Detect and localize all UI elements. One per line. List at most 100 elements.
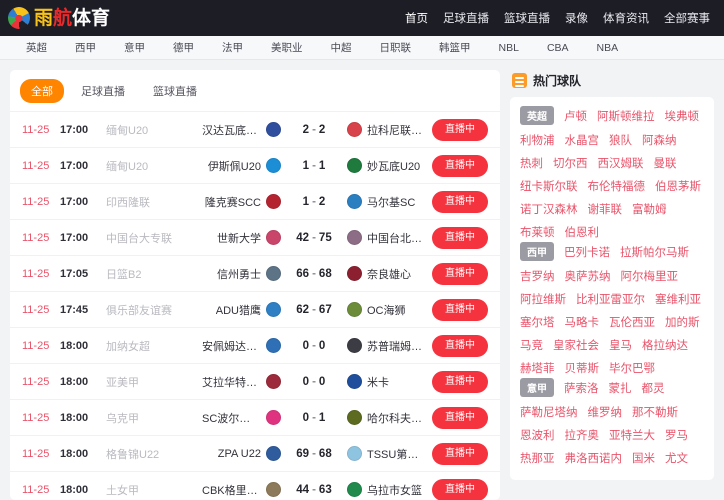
team-link[interactable]: 狼队: [609, 135, 632, 147]
team-link[interactable]: 布伦特福德: [587, 181, 646, 193]
watch-live-button[interactable]: 直播中: [432, 478, 488, 500]
match-row[interactable]: 11-25 17:05 日篮B2 信州勇士 66-68 奈良雄心 直播中: [10, 255, 500, 291]
team-link[interactable]: 布莱顿: [520, 227, 555, 239]
match-teams: 世新大学 42-75 中国台北艺术...: [202, 230, 426, 246]
watch-live-button[interactable]: 直播中: [432, 226, 488, 249]
team-link[interactable]: 蒙扎: [608, 382, 632, 395]
team-link[interactable]: 瓦伦西亚: [609, 317, 655, 329]
team-link[interactable]: 拉斯帕尔马斯: [620, 246, 689, 259]
league-nav-item-1[interactable]: 西甲: [75, 42, 96, 54]
team-link[interactable]: 格拉纳达: [642, 340, 688, 352]
team-link[interactable]: 恩波利: [520, 430, 555, 442]
team-link[interactable]: 加的斯: [665, 317, 700, 329]
match-row[interactable]: 11-25 17:00 缅甸U20 伊斯佩U20 1-1 妙瓦底U20 直播中: [10, 147, 500, 183]
league-nav-item-9[interactable]: NBL: [498, 41, 519, 54]
league-nav-item-5[interactable]: 美职业: [271, 42, 303, 54]
team-link[interactable]: 马竞: [520, 340, 543, 352]
match-row[interactable]: 11-25 18:00 乌克甲 SC波尔塔瓦 0-1 哈尔科夫冶金1... 直播中: [10, 399, 500, 435]
team-link[interactable]: 西汉姆联: [597, 158, 644, 170]
team-link[interactable]: 萨勒尼塔纳: [520, 407, 578, 419]
team-link[interactable]: 水晶宫: [564, 135, 600, 147]
watch-live-button[interactable]: 直播中: [432, 118, 488, 141]
team-link[interactable]: 皇家社会: [553, 340, 599, 352]
team-link[interactable]: 阿森纳: [642, 135, 677, 147]
nav-item-football-live[interactable]: 足球直播: [443, 13, 489, 25]
match-row[interactable]: 11-25 17:00 缅甸U20 汉达瓦底联U20 2-2 拉科尼联U20 直播中: [10, 111, 500, 147]
tab-basketball-live[interactable]: 篮球直播: [153, 86, 197, 98]
team-link[interactable]: 热刺: [520, 158, 543, 170]
match-row[interactable]: 11-25 18:00 亚美甲 艾拉华特B队 0-0 米卡 直播中: [10, 363, 500, 399]
team-link[interactable]: 吉罗纳: [520, 271, 555, 283]
team-link[interactable]: 马略卡: [564, 317, 600, 329]
nav-item-all-matches[interactable]: 全部赛事: [664, 13, 710, 25]
league-nav-item-3[interactable]: 德甲: [173, 42, 194, 54]
team-link[interactable]: 切尔西: [553, 158, 588, 170]
nav-item-basketball-live[interactable]: 篮球直播: [504, 13, 550, 25]
team-group-label[interactable]: 英超: [520, 106, 554, 125]
tab-football-live[interactable]: 足球直播: [81, 86, 125, 98]
league-nav-item-4[interactable]: 法甲: [222, 42, 243, 54]
team-link[interactable]: 贝蒂斯: [564, 363, 600, 375]
team-link[interactable]: 富勒姆: [632, 204, 667, 216]
league-nav-item-2[interactable]: 意甲: [124, 42, 145, 54]
team-link[interactable]: 毕尔巴鄂: [609, 363, 655, 375]
tab-all[interactable]: 全部: [20, 79, 64, 103]
team-link[interactable]: 比利亚雷亚尔: [576, 294, 645, 306]
match-row[interactable]: 11-25 18:00 格鲁锦U22 ZPA U22 69-68 TSSU第比利斯... 直…: [10, 435, 500, 471]
team-link[interactable]: 赫塔菲: [520, 363, 555, 375]
team-link[interactable]: 都灵: [641, 382, 665, 395]
team-link[interactable]: 埃弗顿: [664, 110, 700, 123]
watch-live-button[interactable]: 直播中: [432, 406, 488, 429]
team-link[interactable]: 利物浦: [520, 135, 555, 147]
team-link[interactable]: 尤文: [665, 453, 688, 465]
team-link[interactable]: 罗马: [665, 430, 688, 442]
watch-live-button[interactable]: 直播中: [432, 370, 488, 393]
team-link[interactable]: 伯恩茅斯: [655, 181, 701, 193]
league-nav-item-11[interactable]: NBA: [596, 41, 619, 54]
match-row[interactable]: 11-25 17:00 中国台大专联 世新大学 42-75 中国台北艺术... 直播中: [10, 219, 500, 255]
team-link[interactable]: 塞维利亚: [655, 294, 701, 306]
team-link[interactable]: 拉齐奥: [564, 430, 600, 442]
watch-live-button[interactable]: 直播中: [432, 154, 488, 177]
league-nav-item-8[interactable]: 韩篮甲: [439, 42, 471, 54]
nav-item-sports-news[interactable]: 体育资讯: [603, 13, 649, 25]
match-row[interactable]: 11-25 17:00 印西隆联 隆克赛SCC 1-2 马尔基SC 直播中: [10, 183, 500, 219]
league-nav-item-6[interactable]: 中超: [330, 42, 352, 54]
team-link[interactable]: 巴列卡诺: [564, 246, 610, 259]
team-link[interactable]: 曼联: [653, 158, 677, 170]
league-nav-item-0[interactable]: 英超: [26, 42, 47, 54]
watch-live-button[interactable]: 直播中: [432, 334, 488, 357]
team-link[interactable]: 诺丁汉森林: [520, 204, 578, 216]
match-row[interactable]: 11-25 18:00 加纳女超 安佩姆达科阿... 0-0 苏普瑞姆女足直播中: [10, 327, 500, 363]
team-link[interactable]: 纽卡斯尔联: [520, 181, 578, 193]
team-link[interactable]: 萨索洛: [564, 382, 599, 395]
team-group-label[interactable]: 意甲: [520, 378, 554, 397]
watch-live-button[interactable]: 直播中: [432, 442, 488, 465]
team-link[interactable]: 阿斯顿维拉: [597, 110, 655, 123]
watch-live-button[interactable]: 直播中: [432, 298, 488, 321]
team-link[interactable]: 阿尔梅里亚: [620, 271, 679, 283]
nav-item-home[interactable]: 首页: [405, 13, 428, 25]
team-group-label[interactable]: 西甲: [520, 242, 554, 261]
team-link[interactable]: 皇马: [609, 340, 632, 352]
team-link[interactable]: 伯恩利: [564, 227, 600, 239]
team-link[interactable]: 那不勒斯: [632, 407, 678, 419]
match-row[interactable]: 11-25 17:45 俱乐部友谊赛 ADU猎鹰 62-67 OC海狮 直播中: [10, 291, 500, 327]
league-nav-item-7[interactable]: 日职联: [379, 42, 412, 54]
watch-live-button[interactable]: 直播中: [432, 262, 488, 285]
team-link[interactable]: 亚特兰大: [609, 430, 655, 442]
team-link[interactable]: 热那亚: [520, 453, 555, 465]
brand-logo[interactable]: 雨航体育: [8, 7, 110, 29]
team-link[interactable]: 奥萨苏纳: [564, 271, 611, 283]
team-link[interactable]: 弗洛西诺内: [564, 453, 623, 465]
team-link[interactable]: 卢顿: [564, 110, 587, 123]
nav-item-replays[interactable]: 录像: [565, 13, 588, 25]
watch-live-button[interactable]: 直播中: [432, 190, 488, 213]
league-nav-item-10[interactable]: CBA: [546, 41, 569, 54]
team-link[interactable]: 国米: [632, 453, 655, 465]
team-link[interactable]: 塞尔塔: [520, 317, 555, 329]
team-link[interactable]: 阿拉维斯: [520, 294, 566, 306]
team-link[interactable]: 谢菲联: [587, 204, 623, 216]
team-link[interactable]: 维罗纳: [587, 407, 623, 419]
